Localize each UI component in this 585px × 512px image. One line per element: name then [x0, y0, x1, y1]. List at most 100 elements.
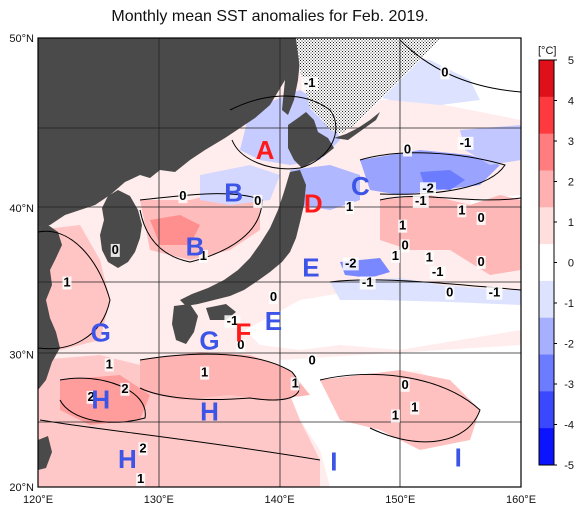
latitude-axis: 50°N 40°N 30°N 20°N — [9, 33, 34, 494]
region-label-h: H — [91, 385, 110, 415]
contour-label-bg — [420, 182, 437, 196]
contour-label: 1 — [106, 356, 113, 371]
latitude-tick-label: 40°N — [9, 203, 34, 215]
contour-label: 1 — [411, 400, 418, 415]
contour-label: -1 — [432, 264, 444, 279]
region-label-h: H — [200, 397, 219, 427]
contour-label: 0 — [254, 193, 261, 208]
contour-label: 1 — [458, 202, 465, 217]
contour-label-bg — [236, 339, 246, 353]
colorbar-tick-label: -4 — [564, 420, 574, 432]
land-korea — [100, 190, 142, 268]
contour-label: 1 — [392, 408, 399, 423]
cool-zone-tsugaru — [290, 165, 360, 210]
colorbar-segment — [539, 280, 554, 319]
colorbar-segment — [539, 207, 554, 245]
contour-label: 1 — [137, 471, 144, 486]
contour-label: 1 — [399, 218, 406, 233]
region-label-b: B — [186, 231, 205, 261]
contour-label-bg — [290, 377, 300, 391]
cool-zone-pale-east — [330, 278, 521, 305]
contour-label-bg — [253, 194, 263, 208]
contour-label: -2 — [422, 180, 434, 195]
longitude-tick-label: 130°E — [144, 494, 174, 506]
region-label-d: D — [304, 188, 323, 218]
grid-lines — [38, 38, 521, 487]
contour-label: 0 — [441, 64, 448, 79]
contour-label-bg — [110, 243, 120, 257]
contour-label-bg — [345, 201, 355, 215]
contour-label: 1 — [201, 365, 208, 380]
contour-label: -1 — [415, 193, 427, 208]
region-label-g: G — [91, 317, 111, 347]
contour-label: -1 — [489, 285, 501, 300]
longitude-tick-label: 160°E — [506, 494, 536, 506]
contour-label: -1 — [304, 75, 316, 90]
contour-label-bg — [424, 251, 434, 265]
contour-label-bg — [301, 76, 318, 90]
colorbar-segment — [539, 391, 554, 429]
colorbar-segment — [539, 317, 554, 356]
contour-label: -1 — [362, 274, 374, 289]
contour-label-bg — [440, 66, 450, 80]
land-asia — [38, 38, 292, 228]
colorbar-tick-label: -3 — [564, 379, 574, 391]
contour-label: 0 — [179, 188, 186, 203]
colorbar-tick-label: -1 — [564, 298, 574, 310]
contour-label: 0 — [401, 377, 408, 392]
land-honshu — [180, 170, 306, 306]
contour-label-bg — [307, 354, 317, 368]
contour-label-bg — [486, 286, 503, 300]
contour-label-bg — [476, 212, 486, 226]
colorbar-segment — [539, 244, 554, 282]
contour-label-bg — [429, 266, 446, 280]
colorbar-segment — [539, 428, 554, 466]
contour-label: 2 — [121, 381, 128, 396]
contour-label: 2 — [139, 440, 146, 455]
region-label-g: G — [199, 326, 219, 356]
contour-label-bg — [120, 382, 130, 396]
latitude-tick-label: 20°N — [9, 482, 34, 494]
latitude-tick-label: 50°N — [9, 33, 34, 45]
warm-zone-japan-sea-deep — [150, 215, 200, 245]
contour-lines — [38, 39, 521, 461]
contour-label-bg — [412, 194, 429, 208]
contour-label: 0 — [478, 254, 485, 269]
contour-label: 1 — [292, 375, 299, 390]
colorbar-segment — [539, 60, 554, 98]
longitude-tick-label: 150°E — [385, 494, 415, 506]
contour-label: 1 — [392, 248, 399, 263]
region-label-i: I — [455, 442, 462, 472]
colorbar-segment — [539, 170, 554, 208]
sea-ice — [296, 38, 440, 134]
map-title: Monthly mean SST anomalies for Feb. 2019… — [111, 8, 429, 25]
colorbar-segment — [539, 96, 554, 135]
contour-label: 0 — [112, 242, 119, 257]
contour-label-bg — [138, 442, 148, 456]
contour-label: 0 — [478, 210, 485, 225]
map-frame — [37, 37, 522, 488]
contour-label-bg — [476, 255, 486, 269]
contour-label-bg — [390, 249, 400, 263]
contour-label: 0 — [237, 337, 244, 352]
contour-label-bg — [198, 249, 208, 263]
contour-label-bg — [62, 276, 72, 290]
contour-label-bg — [224, 315, 241, 329]
region-label-e: E — [302, 252, 319, 282]
contour-label-bg — [390, 409, 400, 423]
latitude-tick-label: 30°N — [9, 350, 34, 362]
contour-label-bg — [136, 473, 146, 487]
colorbar-tick-label: -5 — [564, 460, 574, 472]
contour-label-bg — [400, 378, 410, 392]
contour-label: 0 — [446, 285, 453, 300]
colorbar-tick-label: 0 — [568, 258, 574, 270]
longitude-tick-label: 120°E — [23, 494, 53, 506]
contour-label: 0 — [404, 141, 411, 156]
contour-label-bg — [86, 390, 96, 404]
contour-label-bg — [342, 257, 359, 271]
contour-label-bg — [398, 219, 408, 233]
